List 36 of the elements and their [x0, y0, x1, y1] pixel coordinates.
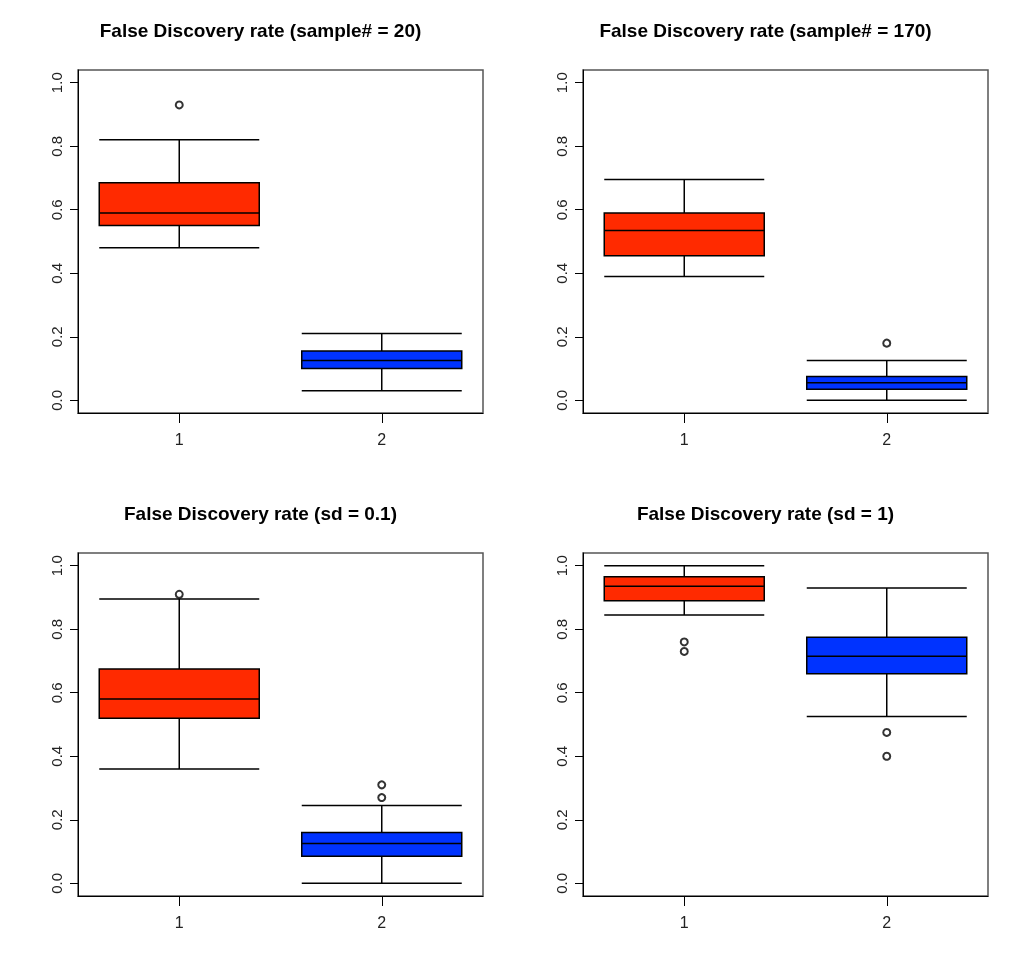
y-tick-label: 0.0 [553, 872, 570, 894]
x-tick-label: 2 [377, 913, 387, 931]
chart-title: False Discovery rate (sample# = 170) [599, 20, 932, 41]
y-tick-label: 0.0 [48, 389, 65, 411]
y-tick-label: 0.8 [553, 135, 570, 157]
y-tick-label: 0.6 [553, 199, 570, 221]
chart-title: False Discovery rate (sample# = 20) [99, 20, 422, 41]
x-tick-label: 2 [377, 430, 387, 448]
x-tick-label: 2 [882, 430, 892, 448]
y-tick-label: 0.0 [553, 389, 570, 411]
y-tick-label: 1.0 [553, 555, 570, 577]
y-tick-label: 0.6 [48, 199, 65, 221]
y-tick-label: 0.2 [48, 809, 65, 831]
y-tick-label: 0.4 [553, 262, 570, 284]
y-tick-label: 0.0 [48, 872, 65, 894]
x-tick-label: 1 [174, 430, 184, 448]
y-tick-label: 1.0 [48, 72, 65, 94]
y-tick-label: 0.6 [553, 682, 570, 704]
y-tick-label: 0.8 [48, 618, 65, 640]
y-tick-label: 0.8 [48, 135, 65, 157]
y-tick-label: 0.4 [553, 745, 570, 767]
y-tick-label: 0.2 [553, 809, 570, 831]
y-tick-label: 0.2 [553, 326, 570, 348]
x-tick-label: 1 [679, 913, 689, 931]
y-tick-label: 0.4 [48, 262, 65, 284]
y-tick-label: 0.2 [48, 326, 65, 348]
y-tick-label: 1.0 [553, 72, 570, 94]
y-tick-label: 1.0 [48, 555, 65, 577]
y-tick-label: 0.6 [48, 682, 65, 704]
chart-title: False Discovery rate (sd = 0.1) [123, 503, 398, 524]
x-tick-label: 1 [174, 913, 184, 931]
y-tick-label: 0.4 [48, 745, 65, 767]
y-tick-label: 0.8 [553, 618, 570, 640]
x-tick-label: 1 [679, 430, 689, 448]
chart-title: False Discovery rate (sd = 1) [636, 503, 895, 524]
x-tick-label: 2 [882, 913, 892, 931]
